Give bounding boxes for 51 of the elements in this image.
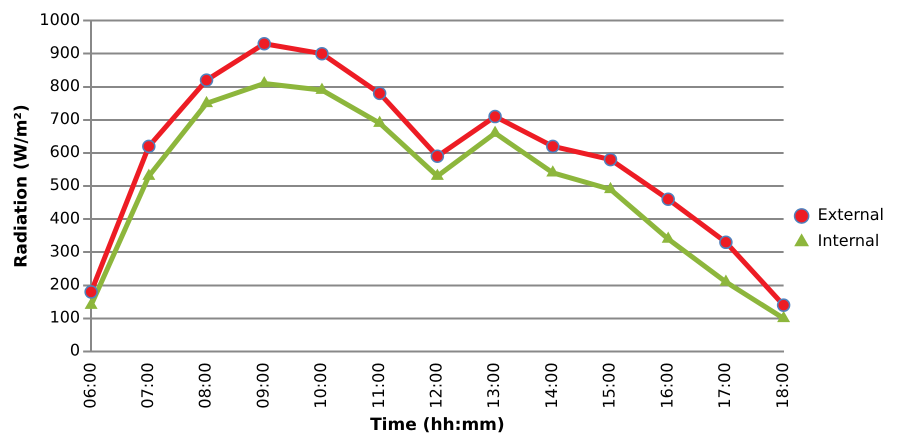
y-axis-title: Radiation (W/m²): [12, 104, 32, 268]
point: [778, 312, 790, 322]
y-tick-label: 900: [50, 42, 80, 62]
y-tick-label: 700: [50, 109, 80, 128]
point: [661, 192, 675, 206]
legend-label: Internal: [818, 231, 880, 250]
x-tick-label: 16:00: [657, 362, 676, 409]
x-tick-label: 12:00: [426, 362, 446, 409]
x-tick-label: 18:00: [772, 362, 792, 409]
x-tick-label: 13:00: [484, 362, 504, 409]
point: [372, 86, 386, 100]
point: [488, 110, 502, 124]
point: [85, 298, 98, 309]
point: [719, 236, 733, 250]
x-tick-label: 06:00: [80, 362, 100, 409]
x-axis-title: Time (hh:mm): [370, 415, 505, 436]
point: [200, 96, 212, 108]
point: [604, 152, 618, 166]
point: [662, 232, 674, 243]
x-tick-label: 09:00: [253, 362, 272, 409]
y-tick-label: 0: [70, 340, 80, 360]
x-tick-label: 07:00: [138, 362, 157, 409]
y-tick-label: 1000: [39, 10, 80, 29]
legend-label: External: [818, 205, 884, 224]
x-tick-label: 08:00: [196, 362, 215, 409]
y-tick-label: 300: [50, 241, 80, 260]
x-tick-label: 17:00: [715, 362, 734, 409]
x-tick-label: 15:00: [600, 362, 619, 409]
x-tick-label: 11:00: [368, 362, 388, 409]
point: [604, 182, 616, 194]
y-tick-label: 600: [50, 142, 80, 162]
y-tick-label: 400: [50, 208, 80, 228]
x-tick-label: 10:00: [311, 362, 330, 409]
point: [720, 275, 732, 286]
point: [431, 169, 444, 180]
point: [200, 73, 214, 87]
point: [257, 37, 271, 51]
point: [315, 46, 329, 60]
point: [316, 83, 328, 94]
point: [776, 298, 790, 312]
y-tick-label: 100: [50, 308, 80, 327]
point: [84, 285, 98, 299]
point: [374, 116, 386, 127]
point: [142, 169, 155, 180]
y-tick-label: 200: [50, 274, 80, 294]
point: [430, 150, 444, 164]
y-tick-label: 500: [50, 175, 80, 194]
point: [546, 140, 560, 154]
y-tick-label: 800: [50, 76, 80, 95]
point: [142, 140, 156, 154]
x-tick-label: 14:00: [542, 362, 561, 409]
